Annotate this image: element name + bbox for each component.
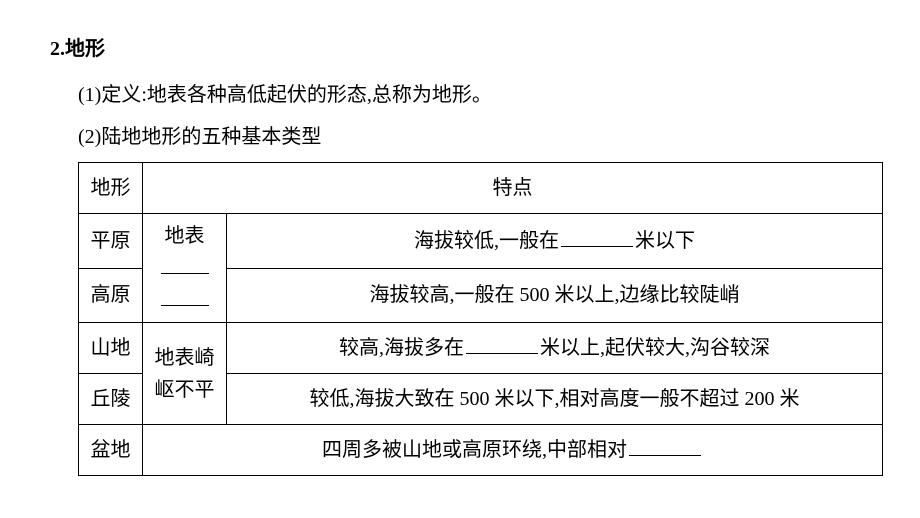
cell-desc-shandi: 较高,海拔多在 米以上,起伏较大,沟谷较深 bbox=[227, 323, 883, 374]
header-feature: 特点 bbox=[143, 163, 883, 214]
table-row: 盆地 四周多被山地或高原环绕,中部相对 bbox=[79, 425, 883, 476]
cell-type-shandi: 山地 bbox=[79, 323, 143, 374]
cell-desc-gaoyuan: 海拔较高,一般在 500 米以上,边缘比较陡峭 bbox=[227, 268, 883, 323]
cell-type-gaoyuan: 高原 bbox=[79, 268, 143, 323]
table-header-row: 地形 特点 bbox=[79, 163, 883, 214]
definition-line: (1)定义:地表各种高低起伏的形态,总称为地形。 bbox=[78, 76, 870, 114]
desc-pingyuan-a: 海拔较低,一般在 bbox=[414, 230, 559, 252]
cell-type-pendi: 盆地 bbox=[79, 425, 143, 476]
cell-surface-rough: 地表崎岖不平 bbox=[143, 323, 227, 425]
page: 2.地形 (1)定义:地表各种高低起伏的形态,总称为地形。 (2)陆地地形的五种… bbox=[0, 0, 920, 476]
cell-desc-pendi: 四周多被山地或高原环绕,中部相对 bbox=[143, 425, 883, 476]
blank-shandi bbox=[466, 333, 538, 354]
landform-table: 地形 特点 平原 地表 海拔较低,一般在 米以下 高原 海拔较高,一般在 500 … bbox=[78, 162, 883, 476]
section-heading: 2.地形 bbox=[50, 30, 870, 68]
cell-desc-pingyuan: 海拔较低,一般在 米以下 bbox=[227, 214, 883, 269]
desc-shandi-a: 较高,海拔多在 bbox=[339, 337, 464, 359]
blank-surface-flat-2 bbox=[161, 285, 209, 306]
cell-type-pingyuan: 平原 bbox=[79, 214, 143, 269]
header-type: 地形 bbox=[79, 163, 143, 214]
cell-type-qiuling: 丘陵 bbox=[79, 374, 143, 425]
surface-flat-prefix: 地表 bbox=[165, 225, 205, 247]
subheading-line: (2)陆地地形的五种基本类型 bbox=[78, 118, 870, 156]
desc-pingyuan-b: 米以下 bbox=[635, 230, 695, 252]
cell-desc-qiuling: 较低,海拔大致在 500 米以下,相对高度一般不超过 200 米 bbox=[227, 374, 883, 425]
desc-shandi-b: 米以上,起伏较大,沟谷较深 bbox=[540, 337, 770, 359]
table-row: 平原 地表 海拔较低,一般在 米以下 bbox=[79, 214, 883, 269]
table-row: 山地 地表崎岖不平 较高,海拔多在米以上,起伏较大,沟谷较深 bbox=[79, 323, 883, 374]
blank-pingyuan bbox=[561, 226, 633, 247]
blank-pendi bbox=[629, 435, 701, 456]
desc-pendi: 四周多被山地或高原环绕,中部相对 bbox=[322, 439, 627, 461]
cell-surface-flat: 地表 bbox=[143, 214, 227, 323]
blank-surface-flat-1 bbox=[161, 253, 209, 274]
